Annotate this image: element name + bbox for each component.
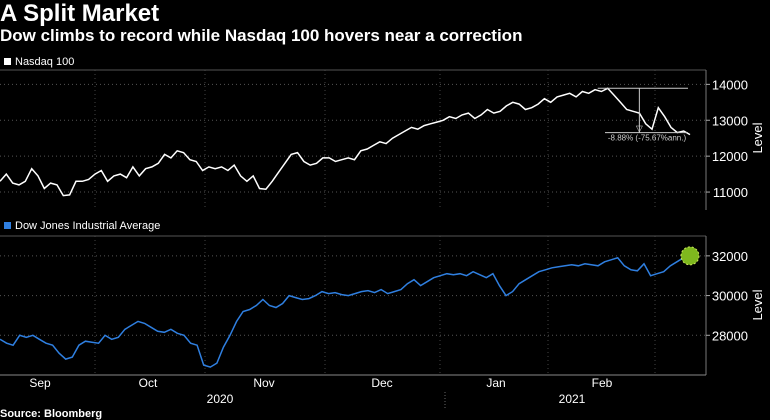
drawdown-arrow-icon: ▽ bbox=[636, 124, 643, 134]
dow-y-tick-label: 30000 bbox=[712, 289, 748, 304]
dow-y-axis-label: Level bbox=[750, 289, 765, 320]
x-tick-label: Feb bbox=[592, 376, 613, 390]
dow-y-tick-label: 28000 bbox=[712, 328, 748, 343]
nasdaq-legend-label: Nasdaq 100 bbox=[15, 56, 74, 68]
dow-legend-swatch bbox=[4, 222, 11, 229]
dow-y-tick-label: 32000 bbox=[712, 249, 748, 264]
x-tick-label: Jan bbox=[486, 376, 505, 390]
nasdaq-y-tick-label: 13000 bbox=[712, 113, 748, 128]
chart-title: A Split Market bbox=[0, 0, 160, 27]
year-label-2020: 2020 bbox=[207, 392, 234, 406]
dow-legend-label: Dow Jones Industrial Average bbox=[15, 220, 160, 232]
nasdaq-y-tick-label: 11000 bbox=[713, 185, 748, 200]
drawdown-annotation-text: -8.88% (-75.67%ann.) bbox=[608, 134, 687, 143]
dow-series-line bbox=[0, 255, 691, 368]
source-note: Source: Bloomberg bbox=[0, 408, 103, 420]
nasdaq-legend-swatch bbox=[4, 58, 11, 65]
nasdaq-y-axis-label: Level bbox=[750, 122, 765, 153]
nasdaq-series-line bbox=[0, 87, 691, 197]
year-label-2021: 2021 bbox=[559, 392, 586, 406]
drawdown-annotation: ▽ -8.88% (-75.67%ann.) bbox=[597, 87, 688, 143]
x-tick-label: Dec bbox=[371, 376, 392, 390]
x-tick-label: Oct bbox=[139, 376, 158, 390]
x-tick-label: Nov bbox=[253, 376, 274, 390]
chart-subtitle: Dow climbs to record while Nasdaq 100 ho… bbox=[0, 26, 523, 45]
nasdaq-y-tick-label: 12000 bbox=[712, 149, 748, 164]
nasdaq-y-tick-label: 14000 bbox=[712, 77, 748, 92]
x-tick-label: Sep bbox=[29, 376, 51, 390]
record-high-marker bbox=[680, 246, 700, 266]
